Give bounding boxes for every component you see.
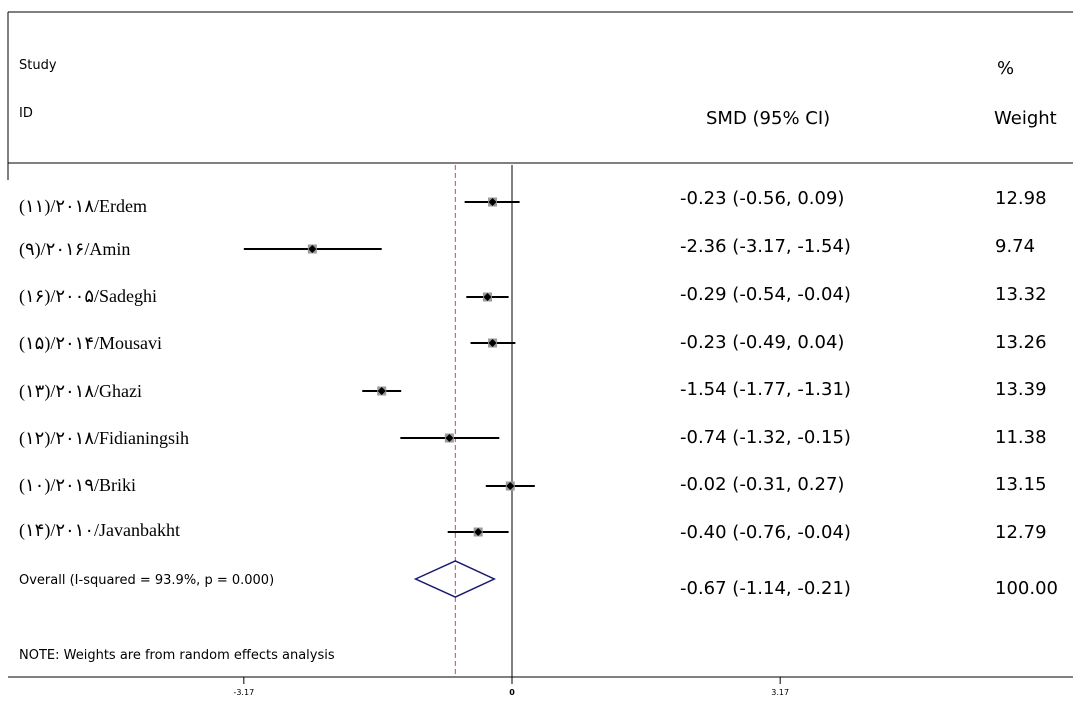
point-estimate <box>474 528 483 536</box>
weight-header: Weight <box>994 108 1057 129</box>
study-label: (۱۴)/۲۰۱۰/Javanbakht <box>19 520 180 540</box>
study-label: (۱۶)/۲۰۰۵/Sadeghi <box>19 286 157 306</box>
x-tick-label: -3.17 <box>233 688 254 697</box>
study-weight: 13.32 <box>995 284 1047 305</box>
x-tick-label: 0 <box>509 688 515 697</box>
overall-diamond <box>413 560 497 598</box>
study-estimate: -0.23 (-0.56, 0.09) <box>680 188 845 209</box>
study-estimate: -0.02 (-0.31, 0.27) <box>680 474 845 495</box>
study-estimate: -0.23 (-0.49, 0.04) <box>680 332 845 353</box>
point-estimate <box>377 387 386 395</box>
point-estimate <box>308 245 317 253</box>
study-label: (۱۱)/۲۰۱۸/Erdem <box>19 196 147 216</box>
smd-header: SMD (95% CI) <box>706 108 831 129</box>
point-estimate <box>488 339 497 347</box>
study-weight: 12.79 <box>995 522 1047 543</box>
study-label: (۱۳)/۲۰۱۸/Ghazi <box>19 381 142 401</box>
study-label: (۱۵)/۲۰۱۴/Mousavi <box>19 333 162 353</box>
point-estimate <box>488 198 497 206</box>
point-estimate <box>445 434 454 442</box>
study-estimate: -0.40 (-0.76, -0.04) <box>680 522 851 543</box>
x-tick-label: 3.17 <box>771 688 789 697</box>
study-estimate: -2.36 (-3.17, -1.54) <box>680 236 851 257</box>
footnote: NOTE: Weights are from random effects an… <box>19 648 335 663</box>
study-weight: 12.98 <box>995 188 1047 209</box>
id-header: ID <box>19 106 33 121</box>
study-label: (۱۰)/۲۰۱۹/Briki <box>19 475 136 495</box>
study-label: (۱۲)/۲۰۱۸/Fidianingsih <box>19 428 190 448</box>
study-weight: 11.38 <box>995 427 1047 448</box>
weight-header-percent: % <box>997 58 1015 79</box>
study-weight: 9.74 <box>995 236 1036 257</box>
study-weight: 13.15 <box>995 474 1047 495</box>
study-estimate: -1.54 (-1.77, -1.31) <box>680 379 851 400</box>
overall-estimate: -0.67 (-1.14, -0.21) <box>680 578 851 599</box>
study-label: (۹)/۲۰۱۶/Amin <box>19 239 131 259</box>
point-estimate <box>483 293 492 301</box>
study-weight: 13.26 <box>995 332 1047 353</box>
study-estimate: -0.29 (-0.54, -0.04) <box>680 284 851 305</box>
study-header: Study <box>19 58 57 73</box>
overall-label: Overall (I-squared = 93.9%, p = 0.000) <box>19 573 275 588</box>
study-weight: 13.39 <box>995 379 1047 400</box>
point-estimate <box>506 482 515 490</box>
study-estimate: -0.74 (-1.32, -0.15) <box>680 427 851 448</box>
overall-weight: 100.00 <box>995 578 1058 599</box>
